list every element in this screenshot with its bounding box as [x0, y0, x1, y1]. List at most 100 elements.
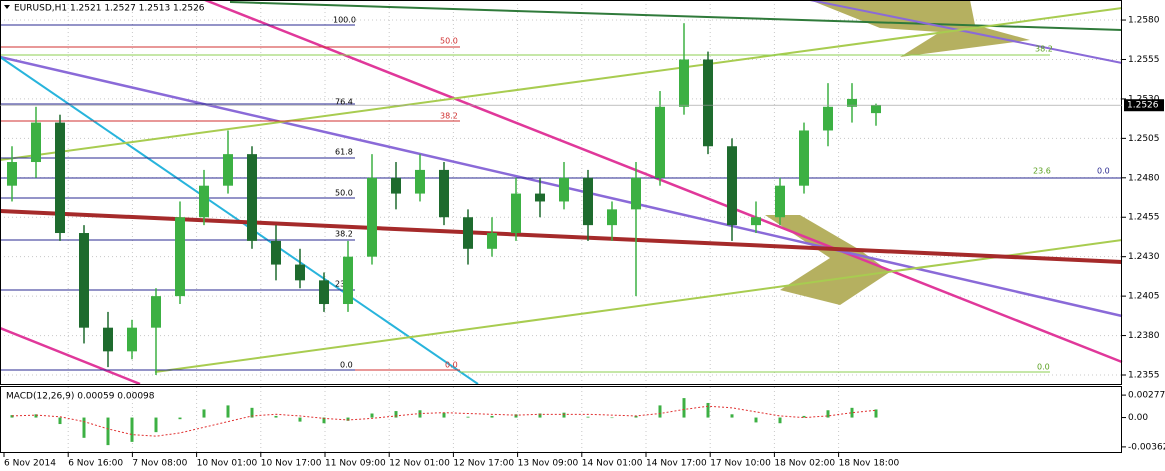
candle-body: [271, 240, 281, 265]
candle-body: [79, 233, 89, 328]
y-tick-label: 1.2480: [1128, 173, 1160, 183]
candle-body: [703, 59, 713, 147]
fib-label: 100.0: [333, 16, 356, 25]
histogram-bar: [106, 417, 110, 446]
signal-line: [11, 405, 877, 437]
y-tick-label: 0.00: [1128, 413, 1148, 423]
candle-body: [535, 193, 545, 202]
candle-body: [823, 106, 833, 131]
fib-label: 0.0: [1097, 167, 1110, 176]
fib-label: 50.0: [335, 189, 353, 198]
candle-body: [799, 130, 809, 186]
x-tick-label: 18 Nov 18:00: [839, 459, 900, 469]
x-tick-label: 17 Nov 10:00: [710, 459, 771, 469]
trend-line: [154, 239, 1123, 373]
x-tick-label: 6 Nov 16:00: [68, 459, 123, 469]
histogram-bar: [562, 412, 566, 418]
macd-title: MACD(12,26,9) 0.00059 0.00098: [6, 392, 155, 402]
candle-body: [511, 193, 521, 234]
x-tick-label: 7 Nov 08:00: [132, 459, 187, 469]
fib-label: 61.8: [335, 148, 353, 157]
plot-frame: [0, 0, 1122, 385]
candle-body: [367, 177, 377, 257]
x-tick-label: 10 Nov 01:00: [197, 459, 258, 469]
x-tick-label: 14 Nov 17:00: [646, 459, 707, 469]
histogram-bar: [226, 405, 230, 418]
candle-body: [775, 185, 785, 218]
histogram-bar: [538, 413, 542, 418]
candle-body: [631, 177, 641, 210]
histogram-bar: [274, 415, 278, 418]
y-tick-label: 1.2405: [1128, 292, 1160, 302]
histogram-bar: [442, 412, 446, 418]
candle-body: [55, 122, 65, 234]
fib-label: 0.0: [340, 361, 353, 370]
candles: [7, 23, 881, 376]
histogram-bar: [250, 407, 254, 418]
fib-label: 76.4: [335, 98, 353, 107]
candle-body: [31, 122, 41, 163]
candle-body: [175, 217, 185, 297]
histogram-bar: [34, 414, 38, 418]
candle-body: [103, 327, 113, 352]
candle-body: [223, 154, 233, 186]
histogram-bar: [730, 414, 734, 418]
y-tick-label: 1.2355: [1128, 371, 1160, 381]
chart-title: EURUSD,H1 1.2521 1.2527 1.2513 1.2526: [14, 4, 205, 14]
shape: [810, 0, 1030, 57]
candle-body: [487, 233, 497, 249]
candle-body: [343, 256, 353, 305]
histogram-bar: [154, 417, 158, 433]
candle-body: [319, 280, 329, 305]
x-tick-label: 13 Nov 09:00: [518, 459, 579, 469]
fib-label: 38.2: [1035, 45, 1053, 54]
y-tick-label: 1.2430: [1128, 252, 1160, 262]
candle-body: [127, 327, 137, 352]
histogram-bar: [58, 417, 62, 425]
histogram-bar: [178, 417, 182, 420]
histogram-bar: [130, 417, 134, 442]
y-tick-label: 1.2580: [1128, 16, 1160, 26]
histogram-bar: [10, 415, 14, 418]
candle-body: [679, 59, 689, 107]
last-price-label: 1.2526: [1127, 101, 1159, 111]
menu-triangle: [4, 5, 10, 9]
candle-body: [7, 162, 17, 186]
y-tick-label: 1.2380: [1128, 331, 1160, 341]
candle-body: [439, 169, 449, 218]
histogram-bar: [202, 409, 206, 418]
candle-body: [727, 146, 737, 226]
y-tick-label: 1.2555: [1128, 55, 1160, 65]
trend-line: [0, 326, 141, 386]
histogram-bar: [586, 416, 590, 418]
trend-line: [809, 0, 1123, 64]
candle-body: [583, 177, 593, 226]
histogram-bar: [874, 409, 878, 418]
histogram-bar: [346, 417, 350, 421]
histogram-bar: [370, 413, 374, 418]
trend-line: [0, 209, 1123, 264]
histogram-bar: [754, 417, 758, 423]
candle-body: [415, 169, 425, 194]
fib-label: 0.0: [1037, 363, 1050, 372]
histogram-bar: [682, 398, 686, 418]
candle-body: [199, 185, 209, 218]
histogram-bar: [778, 417, 782, 424]
histogram-bar: [706, 402, 710, 418]
y-tick-label: 0.00277: [1128, 391, 1165, 401]
shape: [765, 215, 890, 305]
fib-label: 23.6: [1033, 167, 1051, 176]
fib-label: 50.0: [440, 37, 458, 46]
histogram-bar: [610, 417, 614, 419]
trend-line: [204, 0, 1123, 364]
fib-label: 38.2: [440, 112, 458, 121]
fib-labels: 100.0 50.0 76.4 38.2 61.8 50.0 38.2 23.6…: [333, 16, 1110, 372]
macd-frame: [0, 386, 1122, 453]
last-price-tag: [1124, 99, 1164, 112]
candle-body: [751, 217, 761, 226]
x-tick-label: 18 Nov 02:00: [774, 459, 835, 469]
histogram-bar: [466, 416, 470, 418]
candle-body: [607, 209, 617, 226]
